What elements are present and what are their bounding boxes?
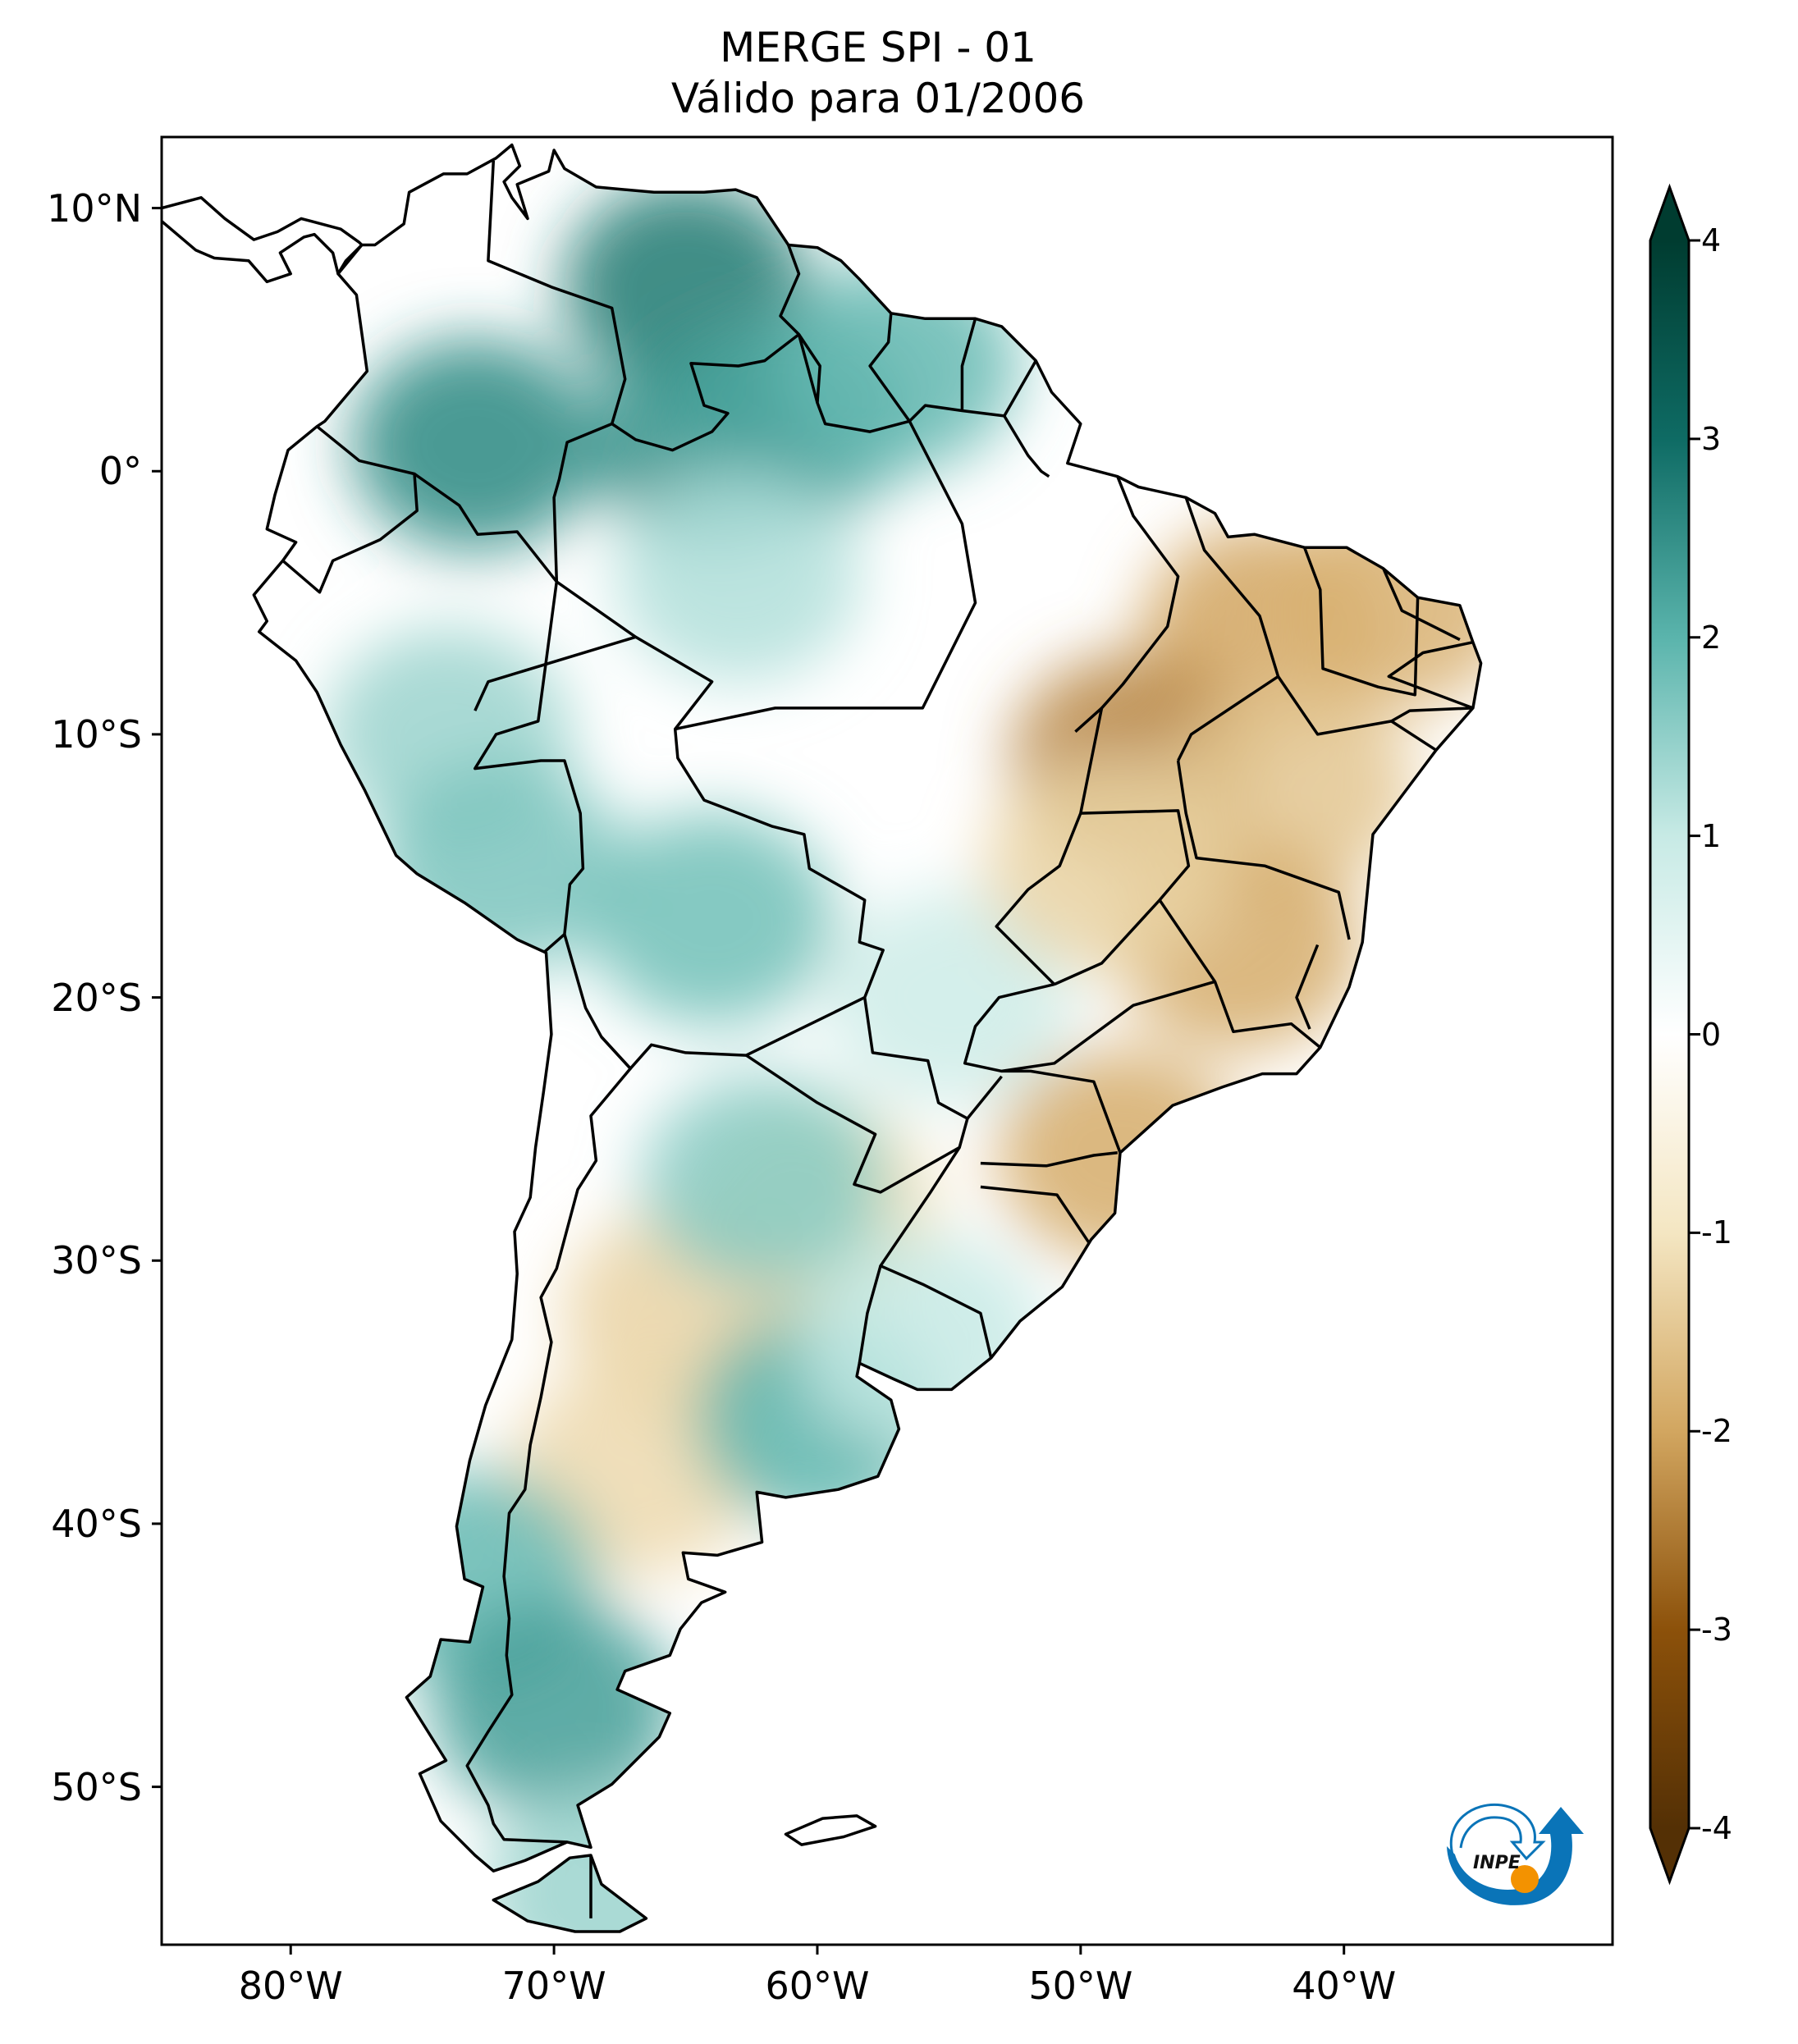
y-tick-label: 0°	[98, 449, 142, 494]
border-line	[413, 473, 585, 954]
inpe-logo: INPE	[1440, 1789, 1588, 1912]
country-borders	[162, 143, 1483, 1933]
border-line	[966, 1075, 1003, 1120]
border-line	[1003, 414, 1050, 478]
chart-title: MERGE SPI - 01	[720, 24, 1036, 71]
anomaly-region	[351, 338, 598, 552]
y-tick-label: 20°S	[51, 975, 142, 1020]
coastline-central-america	[162, 196, 364, 284]
x-tick-label: 40°W	[1292, 1964, 1397, 2008]
land-fill	[162, 144, 1481, 1932]
coastline	[252, 143, 1483, 1873]
y-tick-label: 50°S	[51, 1764, 142, 1809]
border-line	[1277, 675, 1392, 736]
border-line	[611, 333, 800, 452]
colorbar-tick-label: -4	[1701, 1810, 1732, 1846]
border-line	[1176, 760, 1351, 940]
anomaly-region	[826, 890, 1073, 1104]
border-line	[980, 1185, 1090, 1243]
border-line	[879, 1146, 993, 1359]
border-line	[1382, 568, 1461, 642]
x-tick-label: 70°W	[501, 1964, 606, 2008]
chart-subtitle: Válido para 01/2006	[670, 75, 1086, 122]
logo-text: INPE	[1473, 1853, 1521, 1873]
colorbar-tick-label: 0	[1701, 1016, 1722, 1053]
anomaly-region	[431, 1601, 678, 1815]
anomaly-region	[1273, 496, 1481, 710]
x-tick-label: 50°W	[1028, 1964, 1133, 2008]
y-tick-label: 10°N	[47, 185, 142, 231]
anomaly-region	[615, 469, 862, 684]
border-line	[868, 313, 911, 423]
border-line	[797, 334, 819, 404]
x-tick-label: 60°W	[765, 1964, 870, 2008]
border-line	[675, 420, 977, 731]
border-line	[1054, 809, 1191, 986]
border-line	[1001, 1069, 1122, 1154]
border-line	[858, 1265, 882, 1364]
y-tick-label: 40°S	[51, 1501, 142, 1546]
coastline-falklands	[784, 1814, 877, 1846]
border-line	[960, 318, 977, 411]
x-tick-label: 80°W	[238, 1964, 343, 2008]
colorbar-body	[1649, 183, 1690, 1886]
border-line	[1177, 496, 1280, 761]
border-line	[1302, 546, 1420, 697]
axes-frame	[160, 135, 1614, 1946]
colorbar-tick-label: 1	[1701, 817, 1722, 854]
coastline-tierra-del-fuego	[492, 1854, 648, 1933]
anomaly-region	[773, 258, 1020, 473]
anomaly-region	[588, 812, 835, 1026]
logo-arc-icon	[1449, 1803, 1546, 1861]
border-line	[995, 706, 1104, 985]
logo-swoosh-icon	[1447, 1807, 1584, 1905]
border-line	[1387, 640, 1474, 710]
anomaly-region	[641, 1075, 888, 1289]
border-line	[474, 635, 637, 711]
border-line	[556, 580, 885, 1070]
border-line	[963, 980, 1215, 1073]
colorbar	[1649, 183, 1700, 1886]
anomaly-region	[377, 759, 624, 973]
border-line	[1158, 899, 1321, 1049]
colorbar-tick-label: 4	[1701, 222, 1722, 258]
border-line	[487, 160, 627, 582]
border-line	[1295, 944, 1320, 1030]
colorbar-tick-label: 2	[1701, 619, 1722, 656]
colorbar-tick-label: -1	[1701, 1214, 1732, 1251]
y-tick-label: 10°S	[51, 711, 142, 757]
border-line	[281, 425, 419, 594]
y-tick-label: 30°S	[51, 1238, 142, 1283]
colorbar-tick-label: -3	[1701, 1612, 1732, 1648]
border-line	[1100, 476, 1180, 710]
anomaly-region	[983, 759, 1230, 973]
logo-sun-icon	[1511, 1865, 1539, 1893]
border-line	[465, 1036, 632, 1844]
border-line	[1389, 706, 1473, 752]
colorbar-tick-label: 3	[1701, 420, 1722, 457]
colorbar-tick-label: -2	[1701, 1413, 1732, 1450]
border-line	[980, 1151, 1118, 1168]
